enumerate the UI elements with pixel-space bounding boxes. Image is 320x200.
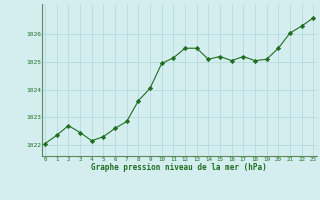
X-axis label: Graphe pression niveau de la mer (hPa): Graphe pression niveau de la mer (hPa)	[91, 163, 267, 172]
